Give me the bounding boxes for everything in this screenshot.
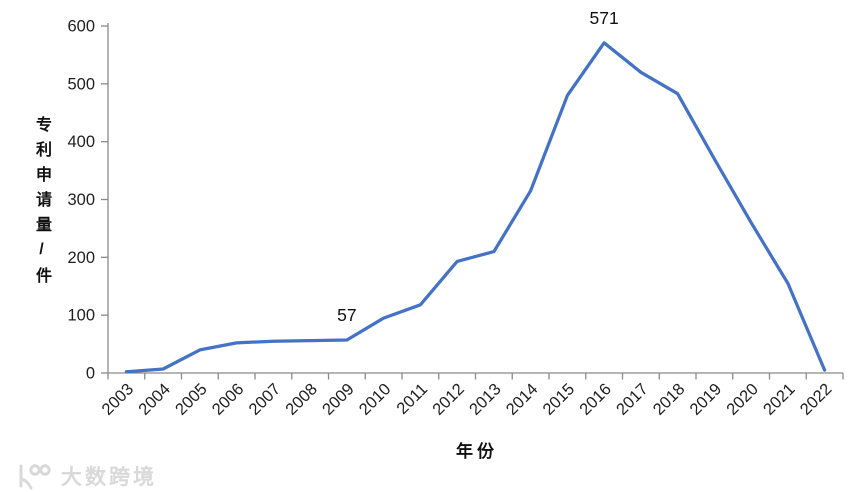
y-tick-label: 400 — [67, 133, 95, 151]
x-tick-label: 2004 — [135, 380, 174, 419]
x-tick-label: 2015 — [540, 380, 579, 419]
y-tick-label: 200 — [67, 249, 95, 267]
x-tick-label: 2003 — [99, 380, 138, 419]
data-label: 57 — [337, 305, 356, 325]
x-tick-label: 2018 — [650, 380, 689, 419]
x-tick-label: 2016 — [576, 380, 615, 419]
y-tick-label: 0 — [86, 365, 95, 383]
x-tick-label: 2020 — [723, 380, 762, 419]
x-tick-label: 2011 — [393, 380, 431, 418]
watermark-text: 大数跨境 — [61, 466, 157, 489]
x-tick-label: 2017 — [613, 380, 652, 419]
y-axis-title: 专利申请量/件 — [33, 116, 50, 292]
x-tick-label: 2007 — [246, 380, 285, 419]
x-tick-label: 2005 — [172, 380, 211, 419]
x-tick-label: 2009 — [319, 380, 358, 419]
x-tick-label: 2013 — [466, 380, 505, 419]
y-tick-label: 300 — [67, 191, 95, 209]
x-tick-label: 2019 — [687, 380, 726, 419]
x-tick-label: 2006 — [209, 380, 248, 419]
y-tick-label: 500 — [67, 75, 95, 93]
x-tick-label: 2022 — [797, 380, 836, 419]
y-tick-label: 100 — [67, 307, 95, 325]
x-tick-label: 2021 — [760, 380, 799, 419]
series-line — [124, 41, 827, 374]
x-axis-title: 年份 — [456, 442, 498, 461]
watermark: 大数跨境 — [14, 461, 157, 491]
data-label: 571 — [589, 8, 618, 28]
x-tick-label: 2014 — [503, 380, 542, 419]
x-tick-label: 2010 — [356, 380, 395, 419]
brand-logo-icon — [19, 464, 51, 490]
x-tick-label: 2008 — [282, 380, 321, 419]
x-tick-label: 2012 — [429, 380, 468, 419]
y-tick-label: 600 — [67, 18, 95, 36]
